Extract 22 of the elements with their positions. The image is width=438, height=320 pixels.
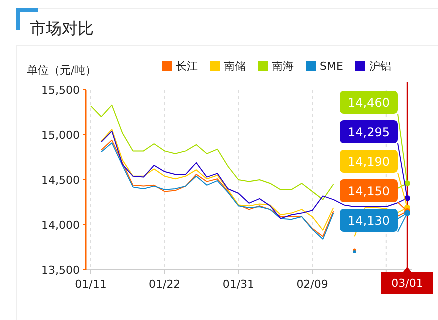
chart-title: 市场对比: [30, 19, 94, 38]
y-tick-label: 15,000: [42, 129, 80, 142]
x-tick-label: 02/09: [296, 278, 328, 291]
data-label: 14,150: [348, 184, 390, 198]
y-axis-title: 单位（元/吨）: [27, 64, 97, 77]
x-tick-label: 01/22: [149, 278, 181, 291]
x-tick-label: 03/01: [392, 277, 424, 290]
y-tick-label: 14,000: [42, 219, 80, 232]
x-tick-label: 01/11: [75, 278, 107, 291]
data-label: 14,460: [348, 96, 390, 110]
data-label: 14,295: [348, 126, 390, 140]
data-label: 14,130: [348, 214, 390, 228]
legend-label: 南海: [272, 60, 294, 73]
legend-label: 南储: [224, 60, 246, 73]
legend-label: 长江: [176, 60, 198, 73]
data-label: 14,190: [348, 155, 390, 169]
y-tick-label: 15,500: [42, 84, 80, 97]
y-tick-label: 13,500: [42, 264, 80, 277]
legend-label: SME: [320, 60, 344, 73]
x-tick-label: 01/31: [222, 278, 255, 291]
y-tick-label: 14,500: [42, 174, 80, 187]
legend-label: 沪铝: [369, 60, 392, 73]
